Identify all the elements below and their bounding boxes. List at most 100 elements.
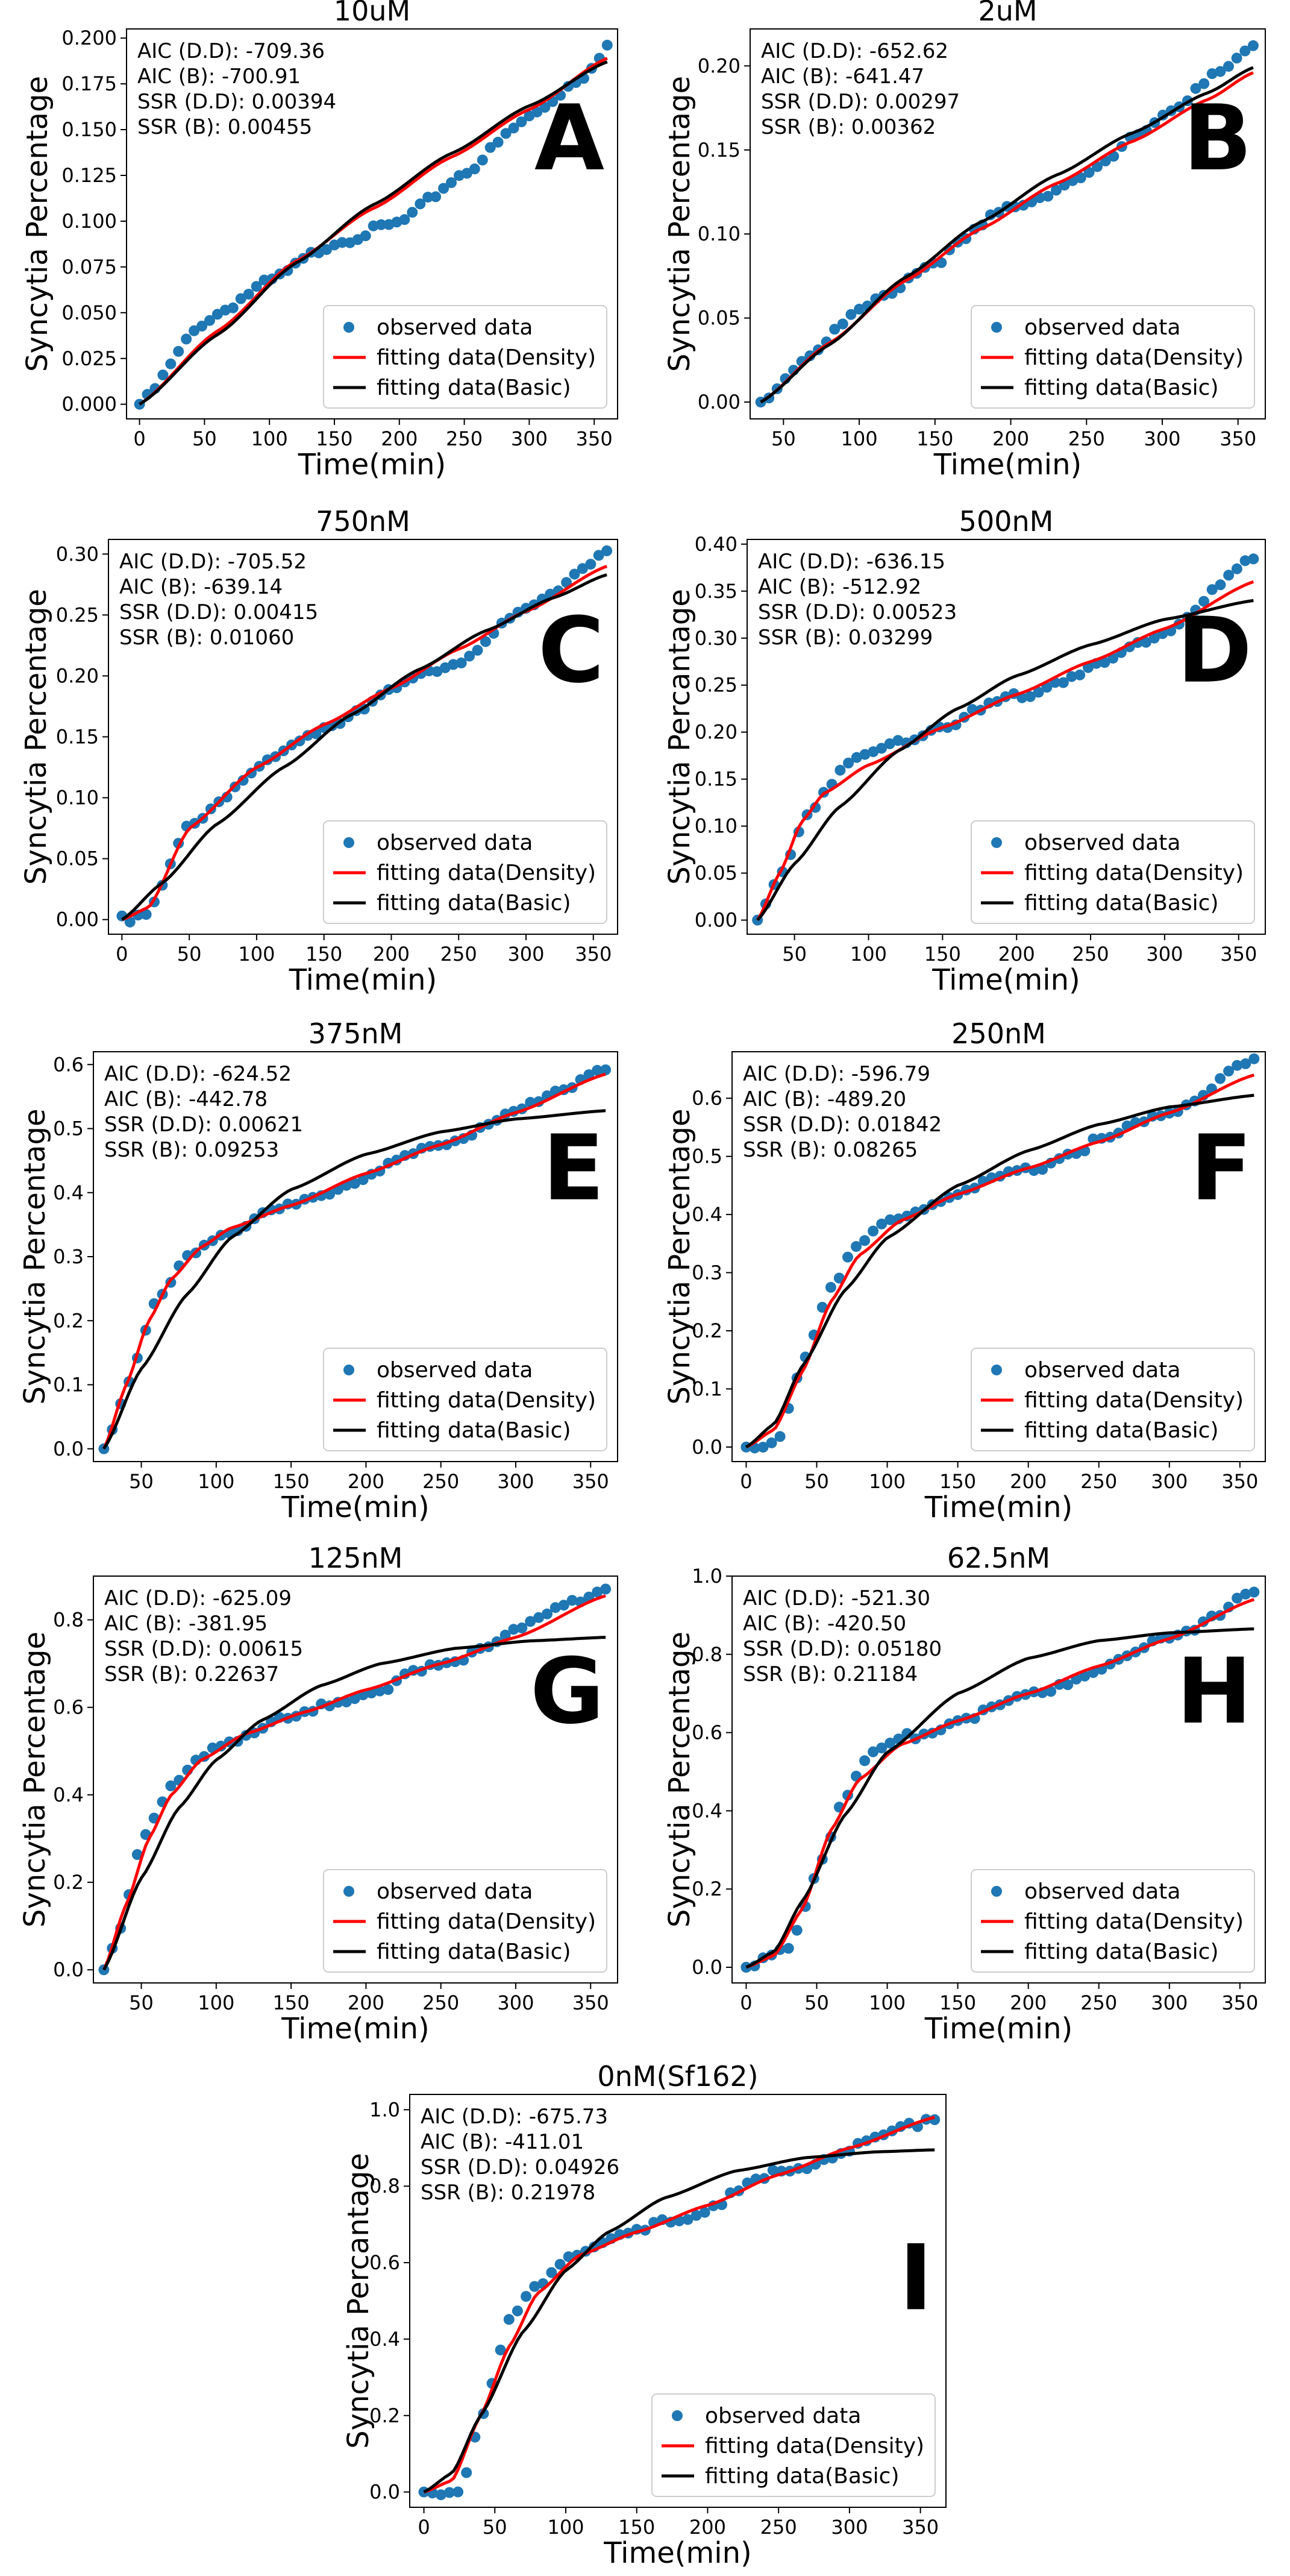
axes-frame: [747, 539, 1266, 935]
y-tick-label: 0.00: [56, 908, 99, 931]
x-tick-label: 150: [316, 427, 352, 450]
observed-point: [1024, 691, 1036, 702]
y-tick-label: 0.10: [695, 815, 737, 838]
observed-point: [1057, 677, 1069, 688]
y-tick-label: 0.5: [692, 1145, 722, 1168]
x-tick-label: 300: [1146, 943, 1183, 966]
panel-letter: A: [534, 86, 604, 191]
y-tick-label: 0.4: [53, 1181, 84, 1204]
stat-line: SSR (D.D): 0.00394: [137, 90, 336, 114]
stat-line: AIC (D.D): -624.52: [104, 1062, 292, 1086]
legend-observed-marker: [343, 1886, 354, 1897]
legend-basic-label: fitting data(Basic): [1024, 1940, 1219, 1964]
x-tick-label: 100: [869, 1991, 906, 2014]
observed-point: [516, 116, 527, 128]
observed-point: [837, 318, 848, 330]
observed-point: [484, 142, 496, 153]
chart-title: 750nM: [316, 505, 410, 538]
x-tick-label: 300: [831, 2516, 868, 2539]
panel-letter: G: [530, 1639, 604, 1744]
observed-point: [140, 909, 152, 920]
chart-title: 125nM: [308, 1542, 403, 1574]
x-tick-label: 200: [381, 427, 418, 450]
stat-line: SSR (B): 0.00362: [761, 115, 936, 139]
observed-point: [1083, 167, 1095, 178]
chart-title: 10uM: [334, 0, 410, 27]
y-tick-label: 0.4: [692, 1203, 722, 1226]
y-tick-label: 0.3: [692, 1261, 722, 1284]
x-tick-label: 50: [804, 1470, 829, 1493]
y-tick-label: 0.0: [692, 1436, 722, 1459]
observed-point: [554, 2258, 566, 2270]
observed-point: [876, 1218, 888, 1230]
observed-point: [542, 1608, 553, 1619]
chart-panel-g: 125nM 50 100 150 200 250 300 350 0.0 0.2 0.4 0.6 0.8…: [18, 1542, 618, 2046]
observed-point: [1062, 1679, 1074, 1691]
observed-point: [833, 1272, 845, 1284]
observed-point: [592, 1064, 603, 1076]
y-tick-label: 0.2: [692, 1319, 722, 1342]
stat-line: SSR (B): 0.22637: [104, 1662, 279, 1686]
x-tick-label: 0: [740, 1470, 752, 1493]
y-tick-label: 0.175: [61, 72, 117, 95]
observed-point: [577, 563, 588, 574]
observed-point: [500, 128, 512, 139]
legend: observed data fitting data(Density) fittin…: [971, 305, 1255, 409]
observed-point: [1231, 52, 1242, 64]
observed-point: [443, 2487, 455, 2498]
panel-letter: B: [1183, 86, 1252, 191]
observed-point: [529, 2281, 540, 2292]
x-tick-label: 250: [760, 2516, 797, 2539]
legend-box: [323, 305, 607, 409]
observed-point: [885, 1738, 896, 1748]
x-tick-label: 150: [305, 943, 342, 966]
chart-panel-h: 62.5nM 0 50 100 150 200 250 300 350 0.0 0.2 0.4 0.6 0…: [663, 1542, 1266, 2046]
y-axis-label: Syncytia Percentage: [18, 1109, 52, 1405]
y-axis-label: Syncytia Percantage: [663, 589, 697, 885]
y-axis-label: Syncytia Percentage: [663, 1632, 697, 1927]
observed-point: [1232, 1060, 1243, 1071]
observed-point: [422, 192, 434, 203]
observed-point: [1215, 1073, 1226, 1084]
y-axis-label: Syncytia Percentage: [20, 76, 54, 372]
x-tick-label: 0: [418, 2516, 430, 2539]
x-axis-label: Time(min): [289, 963, 437, 997]
x-tick-label: 250: [1072, 943, 1109, 966]
stat-line: AIC (D.D): -636.15: [758, 550, 945, 574]
stat-line: SSR (B): 0.03299: [758, 626, 933, 650]
y-tick-label: 0.05: [695, 862, 737, 885]
y-tick-label: 0.05: [698, 307, 740, 330]
observed-point: [1198, 78, 1210, 89]
basic-fit-line: [760, 66, 1254, 404]
legend: observed data fitting data(Density) fittin…: [971, 1869, 1255, 1973]
x-tick-label: 250: [1080, 1991, 1117, 2014]
legend-basic-label: fitting data(Basic): [705, 2464, 900, 2489]
stat-line: SSR (D.D): 0.01842: [743, 1113, 942, 1137]
stat-line: AIC (B): -420.50: [743, 1612, 906, 1636]
legend-observed-label: observed data: [377, 315, 533, 340]
y-tick-label: 0.3: [53, 1245, 84, 1268]
x-tick-label: 350: [1221, 1470, 1258, 1493]
y-tick-label: 0.8: [53, 1609, 84, 1632]
stat-line: SSR (D.D): 0.05180: [743, 1637, 942, 1661]
stat-line: SSR (B): 0.08265: [743, 1138, 918, 1162]
legend-observed-label: observed data: [1024, 831, 1180, 855]
legend-observed-marker: [343, 837, 354, 848]
panel-letter: H: [1176, 1639, 1252, 1744]
x-axis-label: Time(min): [281, 2012, 429, 2046]
stat-line: SSR (D.D): 0.00297: [761, 90, 960, 114]
stat-line: AIC (B): -489.20: [743, 1087, 906, 1111]
observed-point: [1231, 563, 1242, 574]
chart-panel-i: 0nM(Sf162) 0 50 100 150 200 250 300 350 0.0 0.2 0.4…: [342, 2060, 947, 2570]
density-fit-line: [745, 1598, 1255, 1969]
basic-fit-line: [423, 2148, 935, 2493]
observed-point: [1190, 83, 1201, 94]
y-tick-label: 0.8: [692, 1643, 722, 1666]
y-tick-label: 0.4: [369, 2328, 400, 2351]
x-tick-label: 0: [133, 427, 145, 450]
x-tick-label: 0: [740, 1991, 752, 2014]
observed-point: [539, 102, 551, 113]
x-tick-label: 150: [939, 1470, 976, 1493]
observed-point: [842, 1251, 853, 1263]
x-tick-label: 350: [1220, 427, 1256, 450]
